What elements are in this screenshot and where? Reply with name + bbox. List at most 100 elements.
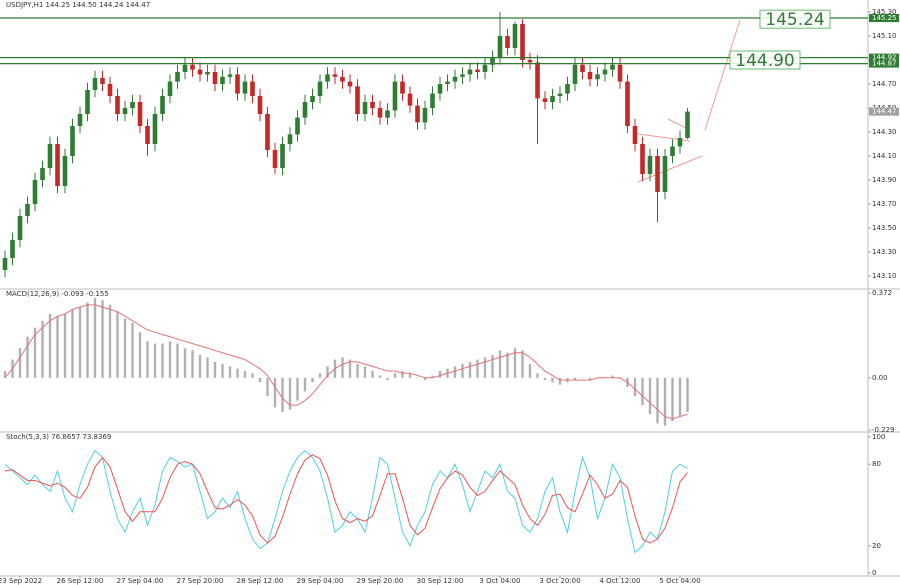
candle-body [617,64,623,82]
candle-body [677,138,683,147]
x-tick-label: 27 Sep 04:00 [117,577,164,585]
candle-body [55,144,60,186]
candle-body [280,144,285,168]
macd-bar [108,304,112,378]
macd-bar [93,298,97,378]
trend-line [637,155,703,183]
x-tick-label: 30 Sep 12:00 [417,577,464,585]
x-tick-label: 29 Sep 04:00 [297,577,344,585]
macd-bar [236,368,239,378]
candle-body [647,156,653,174]
candle-body [242,81,248,94]
x-tick-label: 3 Oct 04:00 [479,577,520,585]
macd-bar [506,352,509,378]
level-label: 144.87 [872,60,897,68]
macd-bar [356,364,359,378]
candle-body [92,78,98,90]
candle-body [160,96,165,114]
candle-body [302,102,308,118]
candle-body [115,96,120,114]
macd-bar [266,377,269,397]
candle-body [670,146,675,156]
macd-bar [483,357,487,378]
candle-body [385,110,390,118]
macd-bar [303,377,307,392]
x-tick-label: 5 Oct 04:00 [659,577,700,585]
candle-body [392,81,398,111]
trend-line [704,19,741,131]
candle-body [445,81,450,84]
macd-bar [326,366,329,378]
macd-bar [536,373,539,378]
macd-bar [378,375,382,378]
candle-body [430,93,435,108]
macd-bar [116,311,119,378]
candle-body [340,76,345,82]
y-tick-label: 0.372 [872,289,892,297]
macd-bar [48,313,52,378]
y-tick-label: 143.50 [872,224,897,232]
macd-bar [168,341,172,378]
macd-bar [311,377,314,383]
candle-body [610,64,615,70]
candle-body [460,74,465,77]
macd-bar [101,300,104,378]
candle-body [467,69,473,75]
macd-bar [348,359,352,378]
macd-bar [41,320,44,378]
y-tick-label: 145.30 [872,8,897,16]
candle-body [85,90,90,114]
candle-body [452,76,458,82]
candle-body [317,81,323,96]
candle-body [77,114,83,126]
candle-body [182,64,188,72]
candle-body [235,74,240,94]
y-tick-label: 100 [872,433,885,441]
candle-body [2,258,8,270]
candle-body [565,84,570,94]
candle-body [137,102,143,126]
candle-body [227,74,233,77]
macd-bar [176,343,179,378]
macd-bar [558,377,562,385]
annotation-box [729,50,801,70]
macd-bar [671,377,674,422]
y-tick-label: 0.00 [872,374,888,382]
macd-bar [641,377,644,406]
candle-body [25,204,30,216]
candle-body [70,126,75,156]
candle-body [505,36,510,48]
y-tick-label: 144.30 [872,128,897,136]
candle-body [265,114,270,150]
candle-body [325,74,330,82]
candle-body [550,96,555,102]
candle-body [62,156,68,186]
candle-body [527,60,533,63]
candle-body [250,81,255,96]
indicator-line [4,454,688,544]
candle-body [190,64,195,70]
level-label: 145.25 [872,14,897,22]
candle-body [497,36,503,58]
candle-body [475,69,480,72]
macd-bar [288,377,292,410]
level-label: 144.92 [872,54,897,62]
y-tick-label: 143.70 [872,200,897,208]
macd-bar [633,377,637,397]
candle-body [40,168,45,180]
macd-bar [648,377,652,415]
macd-bar [33,327,37,378]
candle-body [377,108,383,118]
macd-bar [341,357,344,378]
macd-bar [678,377,682,417]
macd-bar [401,370,404,378]
macd-bar [183,348,187,378]
candle-body [655,156,660,192]
candle-body [272,150,278,168]
candle-body [175,72,180,82]
level-label-box [869,14,899,22]
macd-bar [198,355,202,378]
macd-bar [656,377,659,424]
